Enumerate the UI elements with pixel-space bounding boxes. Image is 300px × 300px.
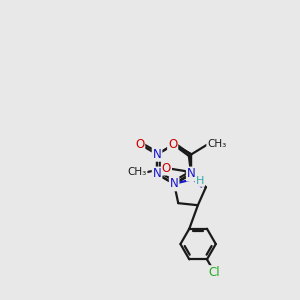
Text: CH₃: CH₃	[207, 139, 226, 149]
Text: N: N	[153, 148, 161, 161]
Text: H: H	[196, 176, 204, 186]
Text: CH₃: CH₃	[128, 167, 147, 178]
Text: N: N	[170, 177, 178, 190]
Text: Cl: Cl	[209, 266, 220, 279]
Text: N: N	[153, 167, 161, 181]
Text: O: O	[168, 138, 177, 151]
Text: O: O	[162, 162, 171, 175]
Text: N: N	[187, 167, 196, 181]
Text: O: O	[135, 138, 144, 151]
